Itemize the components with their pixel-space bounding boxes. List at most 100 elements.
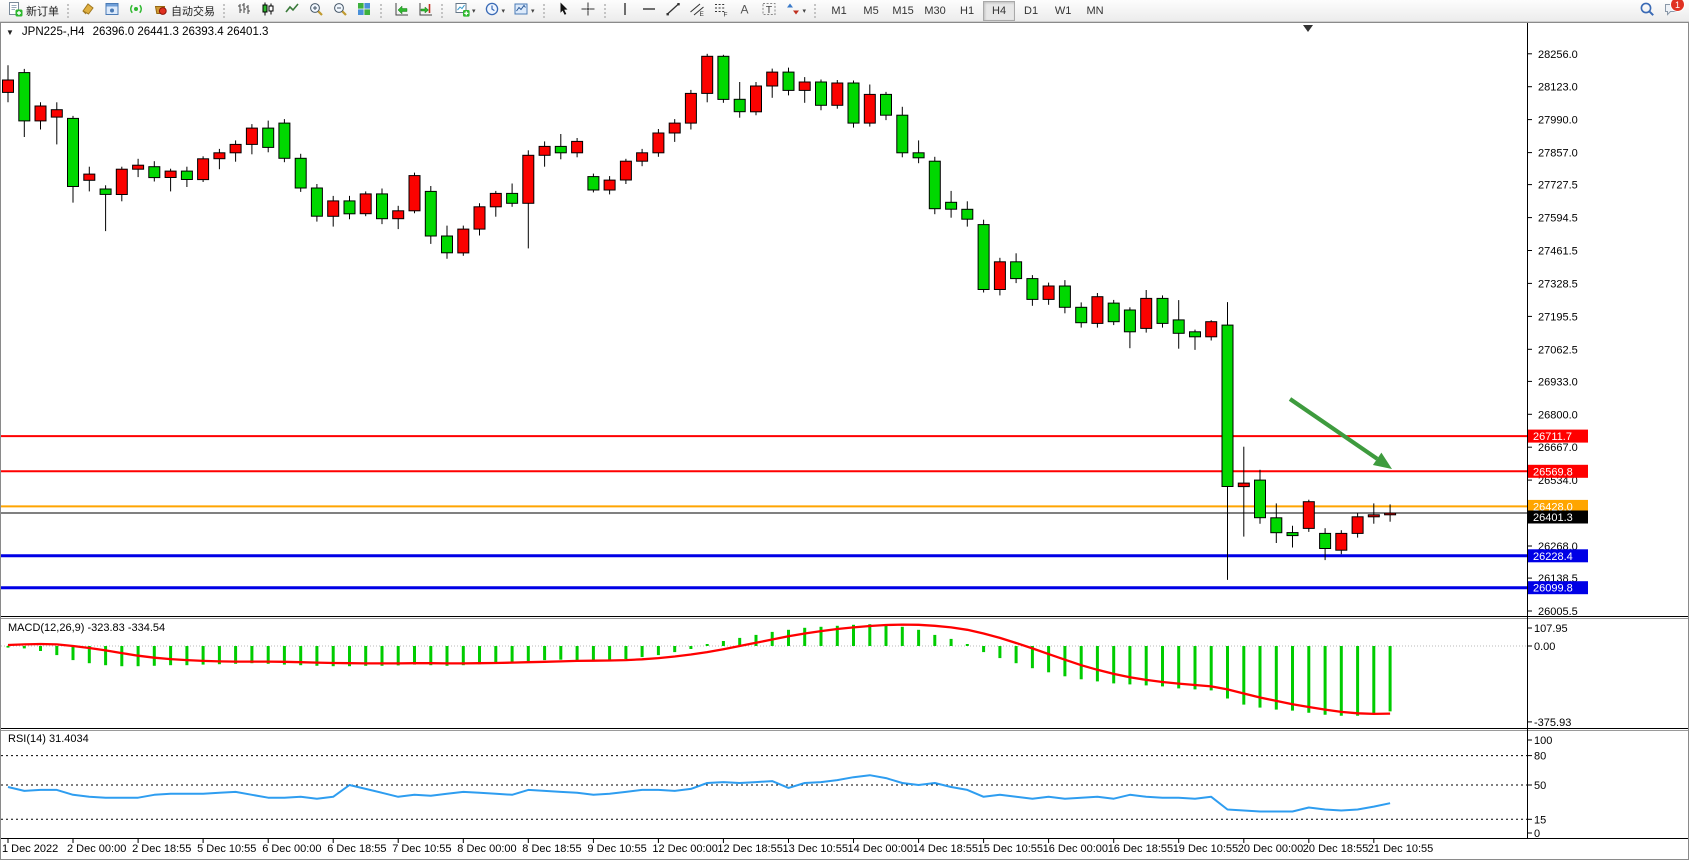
date-tick-label: 1 Dec 2022 — [2, 843, 58, 855]
signals-button[interactable] — [125, 0, 147, 21]
toolbar-separator — [223, 3, 228, 18]
price-tag: 26428.0 — [1528, 499, 1588, 513]
timeframe-m5-button[interactable]: M5 — [863, 4, 879, 17]
bar-chart-button[interactable] — [233, 0, 255, 21]
crosshair-button[interactable] — [577, 0, 599, 21]
text-label-button[interactable]: T — [758, 0, 780, 21]
arrows-button[interactable]: ▾ — [782, 0, 810, 21]
svg-text:26401.3: 26401.3 — [1533, 512, 1573, 524]
new-order-icon — [7, 1, 23, 20]
date-tick-label: 16 Dec 18:55 — [1108, 843, 1173, 855]
chevron-down-icon: ▾ — [802, 7, 807, 15]
date-tick-label: 12 Dec 18:55 — [717, 843, 782, 855]
trend-arrow-annotation[interactable] — [1288, 397, 1392, 469]
templates-button[interactable]: ▾ — [510, 0, 538, 21]
timeframe-mn-button[interactable]: MN — [1086, 4, 1104, 17]
macd-tick-label: 0.00 — [1534, 641, 1555, 653]
chart-menu-icon[interactable]: ▼ — [6, 27, 14, 37]
svg-text:E: E — [699, 11, 704, 17]
crosshair-icon — [580, 1, 596, 20]
date-tick-label: 21 Dec 10:55 — [1368, 843, 1433, 855]
chart-shift-marker[interactable] — [1303, 25, 1313, 32]
price-tick-label: 27727.5 — [1538, 180, 1578, 192]
text-icon: A — [737, 1, 753, 20]
macd-indicator-label: MACD(12,26,9) -323.83 -334.54 — [8, 622, 166, 634]
timeframe-m1-button[interactable]: M1 — [831, 4, 847, 17]
cursor-button[interactable] — [553, 0, 575, 21]
main-toolbar: 新订单 自动交易 ▾ ▾ ▾ E F A T ▾ M1 M5 M15 M30 H1 H4 D1 W1 MN 1 — [0, 0, 1689, 22]
styler-button[interactable] — [77, 0, 99, 21]
date-tick-label: 8 Dec 18:55 — [522, 843, 581, 855]
price-tick-label: 27857.0 — [1538, 148, 1578, 160]
search-button[interactable] — [1636, 0, 1658, 21]
notifications-button[interactable]: 1 — [1660, 0, 1685, 21]
auto-scroll-button[interactable] — [390, 0, 412, 21]
date-tick-label: 2 Dec 18:55 — [132, 843, 191, 855]
channel-button[interactable]: E — [686, 0, 708, 21]
price-tick-label: 26800.0 — [1538, 409, 1578, 421]
trendline-button[interactable] — [662, 0, 684, 21]
text-button[interactable]: A — [734, 0, 756, 21]
rsi-tick-label: 100 — [1534, 735, 1552, 747]
svg-text:26228.4: 26228.4 — [1533, 551, 1573, 563]
notification-badge: 1 — [1670, 0, 1685, 12]
svg-text:26099.8: 26099.8 — [1533, 583, 1573, 595]
date-tick-label: 2 Dec 00:00 — [67, 843, 126, 855]
channel-icon: E — [689, 1, 705, 20]
toolbar-separator — [380, 3, 385, 18]
indicators-button[interactable]: ▾ — [451, 0, 479, 21]
timeframe-m15-button[interactable]: M15 — [892, 4, 914, 17]
vertical-line-icon — [617, 1, 633, 20]
price-tag: 26228.4 — [1528, 549, 1588, 563]
timeframe-h4-button[interactable]: H4 — [983, 0, 1016, 21]
zoom-out-button[interactable] — [329, 0, 351, 21]
chevron-down-icon: ▾ — [472, 7, 476, 15]
price-tick-label: 27195.5 — [1538, 311, 1578, 323]
signal-icon — [128, 1, 144, 20]
auto-trading-button[interactable]: 自动交易 — [149, 0, 218, 21]
add-indicator-icon — [454, 1, 470, 20]
chevron-down-icon: ▾ — [501, 7, 506, 15]
date-tick-label: 9 Dec 10:55 — [587, 843, 646, 855]
date-tick-label: 7 Dec 10:55 — [392, 843, 451, 855]
timeframe-w1-button[interactable]: W1 — [1054, 4, 1072, 17]
svg-text:26711.7: 26711.7 — [1533, 431, 1572, 443]
chart-title: ▼ JPN225-,H4 26396.0 26441.3 26393.4 264… — [6, 26, 268, 38]
timeframe-d1-button[interactable]: D1 — [1024, 4, 1039, 17]
fibonacci-button[interactable]: F — [710, 0, 732, 21]
toolbar-separator — [67, 3, 72, 18]
vertical-line-button[interactable] — [614, 0, 636, 21]
horizontal-line-button[interactable] — [638, 0, 660, 21]
brush-icon — [80, 1, 96, 20]
new-order-button[interactable]: 新订单 — [4, 0, 62, 21]
date-tick-label: 8 Dec 00:00 — [457, 843, 516, 855]
svg-text:26428.0: 26428.0 — [1533, 501, 1573, 513]
date-tick-label: 6 Dec 00:00 — [262, 843, 321, 855]
timeframe-m30-button[interactable]: M30 — [924, 4, 946, 17]
chart-symbol-period: JPN225-,H4 — [21, 26, 85, 38]
candlestick-chart-button[interactable] — [257, 0, 279, 21]
line-chart-button[interactable] — [281, 0, 303, 21]
date-tick-label: 20 Dec 18:55 — [1303, 843, 1368, 855]
price-tick-label: 26667.0 — [1538, 442, 1578, 454]
price-tag: 26569.8 — [1528, 464, 1588, 478]
price-tag: 26099.8 — [1528, 581, 1588, 595]
chart-shift-icon — [417, 1, 433, 20]
date-tick-label: 20 Dec 00:00 — [1238, 843, 1303, 855]
timeframe-h1-button[interactable]: H1 — [960, 4, 975, 17]
price-tag: 26711.7 — [1528, 429, 1588, 443]
macd-tick-label: 107.95 — [1534, 623, 1568, 635]
auto-scroll-icon — [393, 1, 409, 20]
horizontal-line-icon — [641, 1, 657, 20]
tile-windows-icon — [356, 1, 372, 20]
profiles-button[interactable] — [101, 0, 123, 21]
chart-shift-button[interactable] — [414, 0, 436, 21]
rsi-tick-label: 50 — [1534, 780, 1546, 792]
line-chart-icon — [284, 1, 300, 20]
tile-windows-button[interactable] — [353, 0, 375, 21]
date-tick-label: 16 Dec 00:00 — [1043, 843, 1108, 855]
zoom-in-button[interactable] — [305, 0, 327, 21]
periods-button[interactable]: ▾ — [481, 0, 509, 21]
svg-text:A: A — [740, 3, 748, 17]
